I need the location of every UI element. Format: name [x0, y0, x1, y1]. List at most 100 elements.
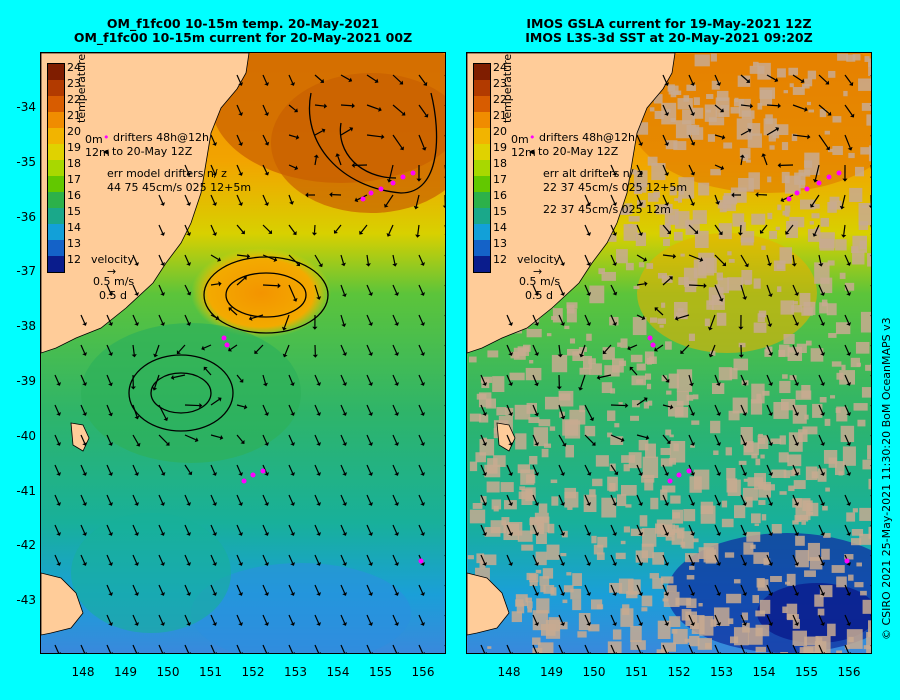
cloud-pixel — [861, 102, 871, 111]
current-vector-head — [311, 232, 318, 236]
current-vector — [610, 584, 616, 594]
current-vector — [818, 134, 829, 149]
current-vector — [314, 614, 320, 624]
cloud-pixel — [835, 461, 845, 476]
current-vector-head — [420, 412, 426, 416]
current-vector-head — [664, 502, 670, 506]
cloud-pixel — [741, 237, 754, 246]
current-vector-head — [638, 202, 644, 206]
current-vector-head — [560, 502, 566, 506]
current-vector-head — [537, 652, 540, 653]
current-vector — [681, 344, 690, 353]
current-vector — [818, 554, 824, 564]
cloud-pixel — [733, 627, 749, 646]
current-vector — [262, 404, 268, 414]
current-vector — [714, 494, 720, 504]
colorbar-tick-label: 16 — [493, 189, 507, 202]
right-depth-top: 0m — [511, 133, 529, 146]
cloud-pixel — [641, 607, 648, 612]
current-vector — [340, 494, 346, 504]
cloud-pixel — [851, 538, 862, 546]
current-vector-head — [664, 592, 670, 596]
current-vector — [818, 74, 828, 83]
cloud-pixel — [611, 358, 624, 373]
current-vector — [314, 74, 323, 82]
cloud-pixel — [868, 620, 871, 638]
current-vector — [184, 224, 190, 234]
current-vector — [444, 255, 445, 257]
cloud-pixel — [824, 130, 830, 135]
current-vector-head — [738, 326, 744, 330]
current-vector-head — [130, 386, 136, 390]
current-vector-head — [869, 176, 871, 178]
current-vector-head — [186, 322, 192, 326]
colorbar-tick-label: 15 — [493, 205, 507, 218]
cloud-pixel — [669, 616, 681, 627]
current-vector — [288, 434, 294, 444]
current-vector — [54, 464, 60, 474]
current-vector — [662, 254, 674, 257]
current-vector-head — [342, 382, 348, 386]
current-vector — [262, 644, 268, 653]
current-vector-head — [804, 106, 808, 112]
cloud-pixel — [644, 478, 654, 491]
cloud-pixel — [567, 507, 573, 510]
cloud-pixel — [826, 303, 837, 316]
current-vector — [870, 165, 871, 170]
current-vector — [610, 434, 622, 441]
cloud-pixel — [525, 597, 532, 603]
current-vector-head — [160, 622, 166, 626]
current-vector-head — [638, 622, 644, 626]
current-vector — [106, 464, 112, 474]
current-vector-head — [342, 532, 348, 536]
current-vector-head — [849, 652, 852, 653]
current-vector-head — [664, 82, 670, 86]
left-map-panel: 24 23 22 21 20 19 18 17 16 15 14 13 12 temperature (… — [40, 52, 446, 654]
current-vector — [766, 374, 772, 384]
current-vector — [251, 314, 264, 320]
left-legend-to: ◂ to 20-May 12Z — [103, 145, 193, 158]
cloud-pixel — [535, 551, 547, 566]
colorbar-swatch — [474, 240, 490, 256]
colorbar-swatch — [474, 112, 490, 128]
cloud-pixel — [729, 367, 738, 380]
cloud-pixel — [525, 367, 542, 381]
cloud-pixel — [689, 476, 702, 493]
cloud-pixel — [730, 107, 741, 114]
current-vector — [444, 165, 445, 170]
current-vector-head — [56, 442, 62, 446]
cloud-pixel — [677, 98, 693, 110]
current-vector — [506, 374, 512, 384]
cloud-pixel — [492, 376, 505, 393]
current-vector — [184, 404, 200, 407]
current-vector-head — [359, 230, 364, 235]
cloud-pixel — [589, 285, 605, 304]
current-vector-head — [716, 622, 722, 626]
current-vector — [740, 404, 746, 414]
cloud-pixel — [784, 205, 791, 213]
cloud-pixel — [626, 591, 638, 599]
current-vector — [870, 525, 871, 527]
current-vector-head — [413, 205, 419, 210]
current-vector-head — [716, 442, 722, 446]
cloud-pixel — [738, 460, 747, 465]
current-vector-head — [186, 202, 192, 206]
current-vector-head — [797, 652, 800, 653]
cloud-pixel — [788, 485, 795, 492]
current-vector — [558, 464, 564, 474]
current-vector-head — [264, 622, 270, 626]
current-vector — [662, 464, 668, 474]
current-vector-head — [368, 532, 374, 536]
cloud-pixel — [783, 470, 791, 479]
current-vector-head — [644, 281, 648, 287]
current-vector — [366, 404, 372, 414]
current-vector-head — [586, 262, 592, 266]
current-vector — [313, 224, 316, 233]
cloud-pixel — [517, 464, 530, 474]
cloud-pixel — [751, 513, 761, 524]
cloud-pixel — [821, 548, 830, 560]
current-vector-head — [612, 172, 618, 176]
cloud-pixel — [718, 223, 732, 240]
cloud-pixel — [759, 89, 773, 106]
current-vector — [506, 314, 512, 324]
